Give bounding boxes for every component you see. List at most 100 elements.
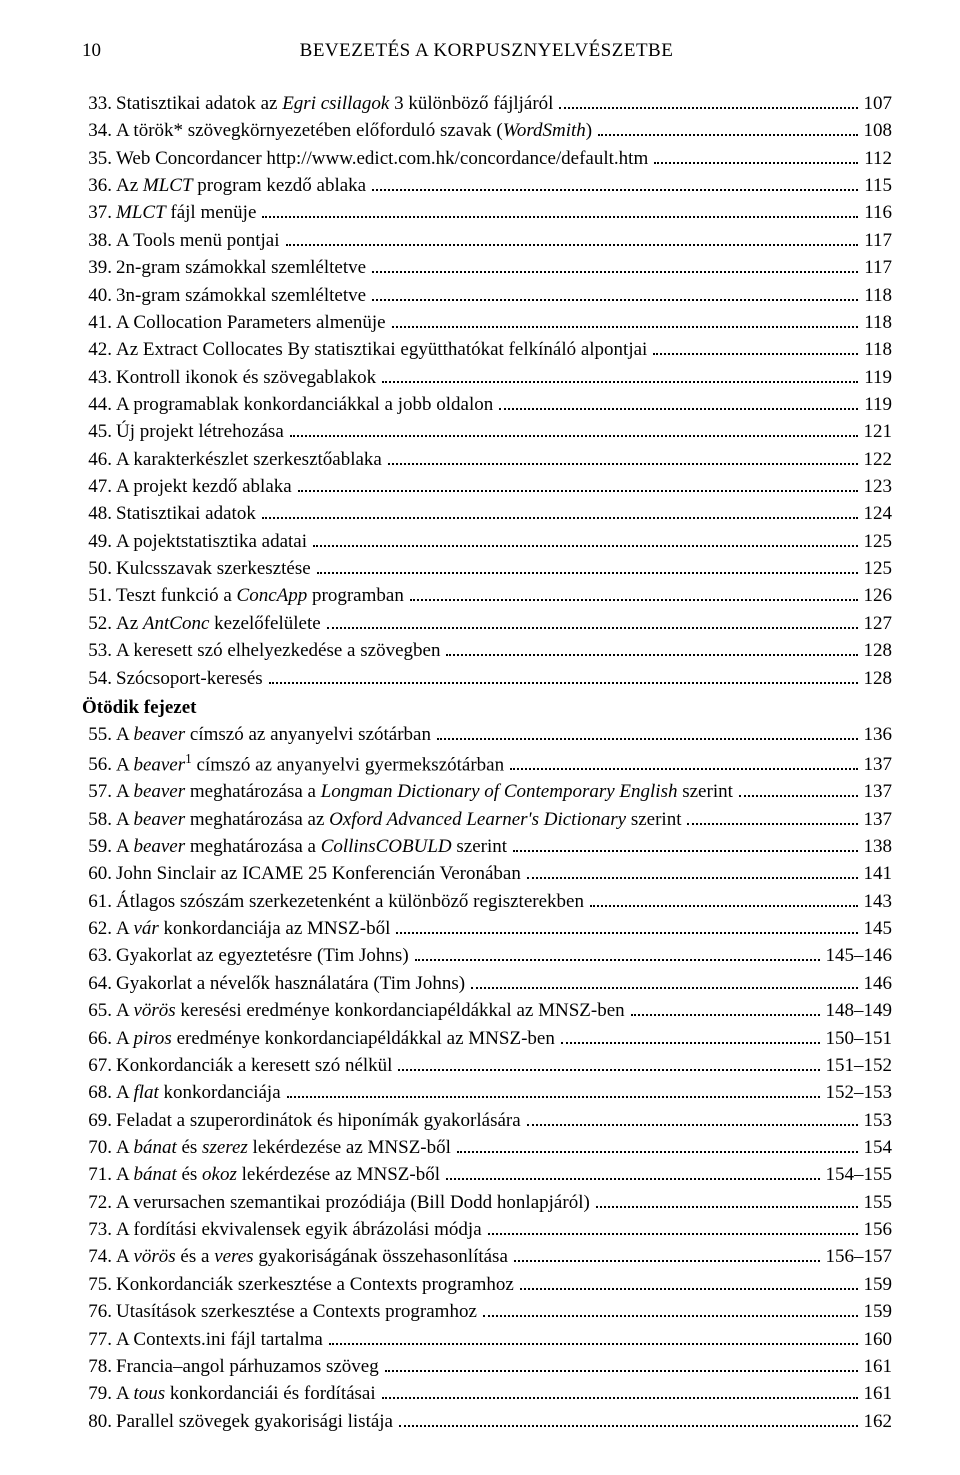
toc-entry-page: 153 <box>860 1107 893 1134</box>
toc-entry-text: Statisztikai adatok <box>116 500 260 527</box>
toc-entry-page: 161 <box>860 1353 893 1380</box>
toc-entry: 35.Web Concordancer http://www.edict.com… <box>82 145 892 172</box>
toc-entry: 60.John Sinclair az ICAME 25 Konferenciá… <box>82 860 892 887</box>
toc-entry-number: 70. <box>82 1134 116 1161</box>
toc-entry: 50.Kulcsszavak szerkesztése125 <box>82 555 892 582</box>
toc-entry-text: A tous konkordanciái és fordításai <box>116 1380 380 1407</box>
toc-entry-page: 121 <box>860 418 893 445</box>
toc-entry-page: 148–149 <box>822 997 893 1024</box>
toc-entry-number: 48. <box>82 500 116 527</box>
toc-entry-text: A piros eredménye konkordanciapéldákkal … <box>116 1025 559 1052</box>
toc-entry: 76.Utasítások szerkesztése a Contexts pr… <box>82 1298 892 1325</box>
toc-entry-text: A bánat és szerez lekérdezése az MNSZ-bő… <box>116 1134 455 1161</box>
toc-entry-page: 125 <box>860 528 893 555</box>
toc-entry-page: 118 <box>860 336 892 363</box>
toc-entry: 54.Szócsoport-keresés128 <box>82 665 892 692</box>
toc-leader-dots <box>561 1042 820 1044</box>
toc-entry-number: 65. <box>82 997 116 1024</box>
toc-entry-page: 117 <box>860 227 892 254</box>
toc-entry-text: A keresett szó elhelyezkedése a szövegbe… <box>116 637 444 664</box>
toc-entry-number: 75. <box>82 1271 116 1298</box>
toc-leader-dots <box>388 463 858 465</box>
toc-entry-number: 33. <box>82 90 116 117</box>
toc-entry-page: 146 <box>860 970 893 997</box>
toc-entry-number: 59. <box>82 833 116 860</box>
toc-entry-number: 39. <box>82 254 116 281</box>
toc-entry-text: John Sinclair az ICAME 25 Konferencián V… <box>116 860 525 887</box>
toc-entry-page: 156–157 <box>822 1243 893 1270</box>
toc-entry-page: 116 <box>860 199 892 226</box>
toc-entry-text: Web Concordancer http://www.edict.com.hk… <box>116 145 652 172</box>
toc-entry: 36.Az MLCT program kezdő ablaka115 <box>82 172 892 199</box>
toc-entry-page: 128 <box>860 637 893 664</box>
toc-entry-number: 63. <box>82 942 116 969</box>
toc-leader-dots <box>385 1370 858 1372</box>
toc-entry: 52.Az AntConc kezelőfelülete127 <box>82 610 892 637</box>
toc-entry: 72.A verursachen szemantikai prozódiája … <box>82 1189 892 1216</box>
toc-entry: 80.Parallel szövegek gyakorisági listája… <box>82 1408 892 1435</box>
toc-entry-text: Az MLCT program kezdő ablaka <box>116 172 370 199</box>
toc-entry-page: 138 <box>860 833 893 860</box>
toc-entry-number: 62. <box>82 915 116 942</box>
toc-entry-number: 40. <box>82 282 116 309</box>
toc-leader-dots <box>446 654 857 656</box>
toc-entry-text: Francia–angol párhuzamos szöveg <box>116 1353 383 1380</box>
toc-entry-text: A török* szövegkörnyezetében előforduló … <box>116 117 596 144</box>
toc-entry-number: 56. <box>82 751 116 778</box>
toc-entry-text: A beaver1 címszó az anyanyelvi gyermeksz… <box>116 749 508 779</box>
toc-leader-dots <box>269 682 858 684</box>
toc-entry-page: 155 <box>860 1189 893 1216</box>
toc-entry-number: 38. <box>82 227 116 254</box>
toc-entry-page: 125 <box>860 555 893 582</box>
toc-entry: 64.Gyakorlat a névelők használatára (Tim… <box>82 970 892 997</box>
toc-entry-number: 51. <box>82 582 116 609</box>
toc-entry-number: 69. <box>82 1107 116 1134</box>
toc-entry: 46.A karakterkészlet szerkesztőablaka122 <box>82 446 892 473</box>
toc-entry-number: 61. <box>82 888 116 915</box>
toc-entry: 55.A beaver címszó az anyanyelvi szótárb… <box>82 721 892 748</box>
toc-leader-dots <box>596 1206 858 1208</box>
toc-leader-dots <box>687 823 857 825</box>
toc-entry-page: 119 <box>860 364 892 391</box>
toc-entry: 73.A fordítási ekvivalensek egyik ábrázo… <box>82 1216 892 1243</box>
toc-entry-text: A vár konkordanciája az MNSZ-ből <box>116 915 394 942</box>
toc-entry-page: 118 <box>860 309 892 336</box>
toc-entry-text: 2n-gram számokkal szemléltetve <box>116 254 370 281</box>
toc-leader-dots <box>514 1260 820 1262</box>
toc-entry-page: 118 <box>860 282 892 309</box>
toc-entry: 77.A Contexts.ini fájl tartalma160 <box>82 1326 892 1353</box>
toc-leader-dots <box>653 353 858 355</box>
toc-entry-number: 34. <box>82 117 116 144</box>
toc-entry-page: 154–155 <box>822 1161 893 1188</box>
toc-leader-dots <box>590 905 858 907</box>
toc-entry-text: A vörös és a veres gyakoriságának összeh… <box>116 1243 512 1270</box>
toc-entry: 47.A projekt kezdő ablaka123 <box>82 473 892 500</box>
toc-entry-text: Kulcsszavak szerkesztése <box>116 555 315 582</box>
toc-entry-page: 156 <box>860 1216 893 1243</box>
toc-leader-dots <box>398 1069 819 1071</box>
toc-leader-dots <box>457 1151 858 1153</box>
toc-entry-number: 73. <box>82 1216 116 1243</box>
toc-entry: 43.Kontroll ikonok és szövegablakok119 <box>82 364 892 391</box>
toc-leader-dots <box>327 627 858 629</box>
toc-leader-dots <box>739 795 858 797</box>
toc-entry-number: 54. <box>82 665 116 692</box>
toc-leader-dots <box>410 599 858 601</box>
toc-entry-number: 52. <box>82 610 116 637</box>
toc-entry-page: 122 <box>860 446 893 473</box>
toc-entry-text: Feladat a szuperordinátok és hiponímák g… <box>116 1107 525 1134</box>
toc-entry-page: 162 <box>860 1408 893 1435</box>
toc-entry: 78.Francia–angol párhuzamos szöveg161 <box>82 1353 892 1380</box>
toc-entry: 65.A vörös keresési eredménye konkordanc… <box>82 997 892 1024</box>
toc-leader-dots <box>298 490 858 492</box>
toc-entry-number: 66. <box>82 1025 116 1052</box>
toc-entry: 41.A Collocation Parameters almenüje118 <box>82 309 892 336</box>
toc-entry: 56.A beaver1 címszó az anyanyelvi gyerme… <box>82 749 892 779</box>
toc-leader-dots <box>286 244 859 246</box>
toc-entry-page: 150–151 <box>822 1025 893 1052</box>
toc-entry: 75.Konkordanciák szerkesztése a Contexts… <box>82 1271 892 1298</box>
toc-entry-text: Átlagos szószám szerkezetenként a különb… <box>116 888 588 915</box>
toc-entry-text: A programablak konkordanciákkal a jobb o… <box>116 391 497 418</box>
toc-entry-page: 159 <box>860 1298 893 1325</box>
toc-entry-text: Gyakorlat a névelők használatára (Tim Jo… <box>116 970 469 997</box>
